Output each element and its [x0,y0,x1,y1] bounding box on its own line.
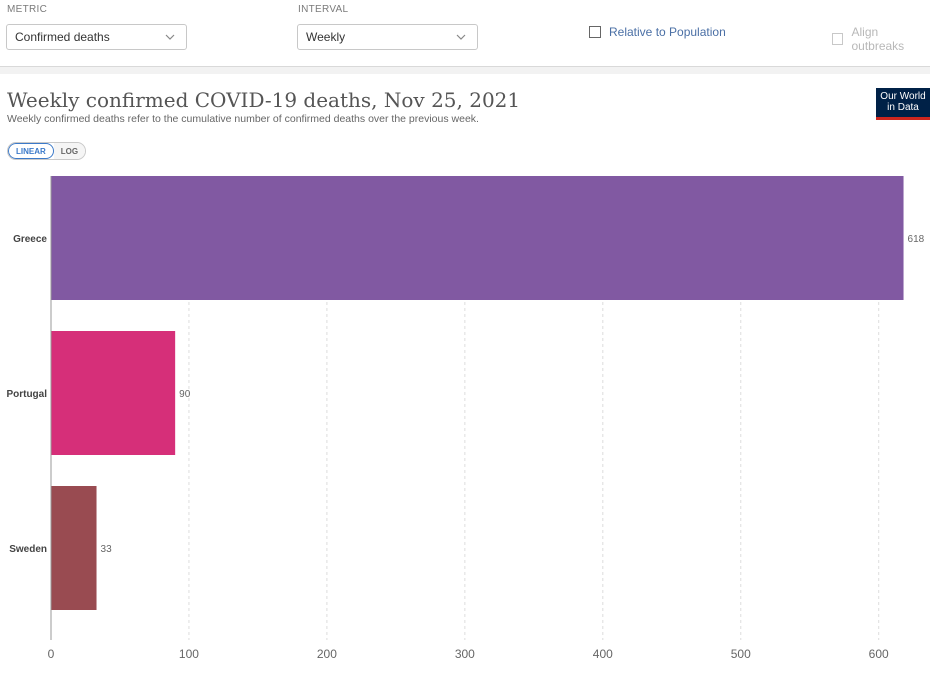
log-scale-button[interactable]: LOG [53,143,86,159]
metric-select[interactable]: Confirmed deaths [6,24,187,50]
category-label: Sweden [9,544,47,555]
bar-sweden[interactable] [51,486,97,610]
interval-select-value: Weekly [306,30,346,44]
metric-label: METRIC [7,4,48,15]
scale-toggle: LINEAR LOG [7,142,87,160]
chevron-down-icon [165,34,175,40]
x-tick-label: 200 [317,647,337,661]
align-outbreaks-label: Align outbreaks [851,25,905,53]
x-tick-label: 0 [48,647,55,661]
interval-label: INTERVAL [298,4,349,15]
controls-bar: METRIC Confirmed deaths INTERVAL Weekly … [0,0,930,67]
checkbox-icon [832,33,844,45]
category-label: Portugal [6,389,47,400]
interval-select[interactable]: Weekly [297,24,478,50]
bar-greece[interactable] [51,176,904,300]
value-label: 618 [908,234,925,245]
x-tick-label: 100 [179,647,199,661]
relative-to-population-toggle[interactable]: Relative to Population [589,25,726,39]
chart-subtitle: Weekly confirmed deaths refer to the cum… [7,113,479,125]
x-tick-label: 500 [731,647,751,661]
chevron-down-icon [456,34,466,40]
chart-title: Weekly confirmed COVID-19 deaths, Nov 25… [7,88,521,112]
section-divider [0,67,930,74]
align-outbreaks-toggle[interactable]: Align outbreaks [832,25,930,53]
metric-select-value: Confirmed deaths [15,30,110,44]
category-label: Greece [13,234,47,245]
checkbox-icon [589,26,601,38]
bar-chart: 0 100 200 300 400 500 600 Greece 618 Portugal 90 Sw… [6,176,925,661]
value-label: 33 [101,544,113,555]
owid-logo[interactable]: Our World in Data [876,88,930,120]
logo-line-2: in Data [887,102,919,113]
bar-portugal[interactable] [51,331,176,455]
x-tick-label: 300 [455,647,475,661]
linear-scale-button[interactable]: LINEAR [8,143,54,159]
relative-to-population-label: Relative to Population [609,25,726,39]
value-label: 90 [179,389,191,400]
x-tick-label: 400 [593,647,613,661]
logo-line-1: Our World [880,91,926,102]
x-tick-label: 600 [869,647,889,661]
